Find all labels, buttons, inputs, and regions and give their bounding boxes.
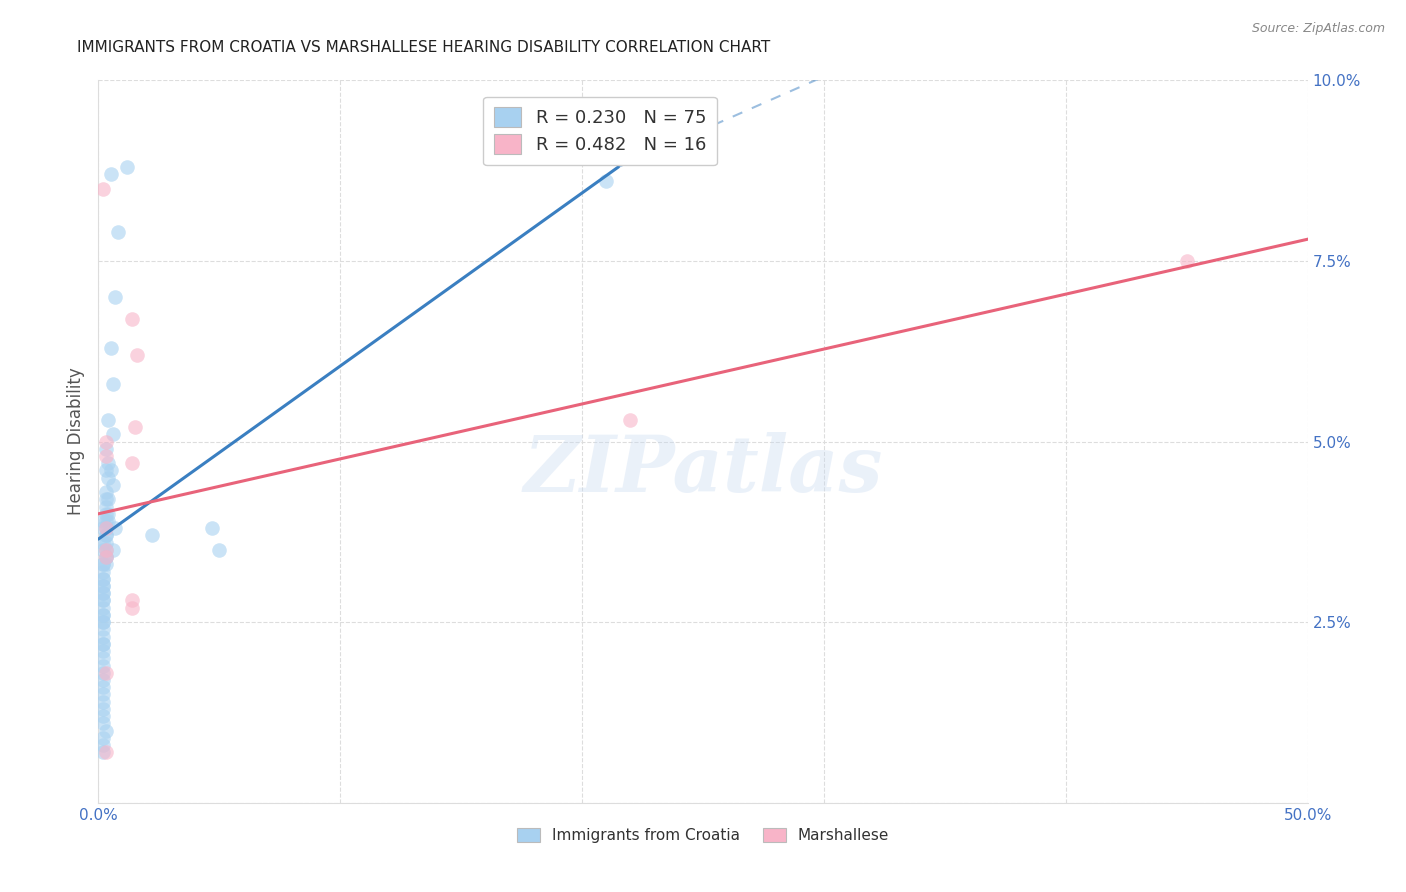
Point	[94, 550, 117, 565]
Point	[94, 723, 117, 738]
Point	[91, 572, 114, 586]
Point	[141, 528, 163, 542]
Point	[94, 442, 117, 456]
Text: ZIPatlas: ZIPatlas	[523, 433, 883, 508]
Point	[94, 507, 117, 521]
Point	[91, 644, 114, 658]
Point	[91, 615, 114, 630]
Point	[91, 572, 114, 586]
Point	[91, 637, 114, 651]
Point	[91, 586, 114, 600]
Point	[121, 456, 143, 470]
Point	[94, 463, 117, 477]
Point	[94, 542, 117, 557]
Point	[104, 290, 127, 304]
Point	[97, 492, 120, 507]
Point	[124, 420, 146, 434]
Point	[91, 542, 114, 557]
Point	[91, 593, 114, 607]
Point	[91, 521, 114, 535]
Point	[94, 434, 117, 449]
Point	[91, 738, 114, 752]
Point	[91, 731, 114, 745]
Point	[94, 500, 117, 514]
Point	[94, 528, 117, 542]
Point	[91, 607, 114, 622]
Point	[208, 542, 231, 557]
Point	[91, 651, 114, 665]
Point	[91, 623, 114, 637]
Point	[91, 558, 114, 572]
Y-axis label: Hearing Disability: Hearing Disability	[66, 368, 84, 516]
Point	[104, 521, 127, 535]
Point	[100, 341, 122, 355]
Point	[91, 600, 114, 615]
Point	[91, 637, 114, 651]
Point	[121, 593, 143, 607]
Point	[91, 673, 114, 687]
Text: Source: ZipAtlas.com: Source: ZipAtlas.com	[1251, 22, 1385, 36]
Point	[97, 413, 120, 427]
Point	[101, 542, 124, 557]
Point	[100, 463, 122, 477]
Text: IMMIGRANTS FROM CROATIA VS MARSHALLESE HEARING DISABILITY CORRELATION CHART: IMMIGRANTS FROM CROATIA VS MARSHALLESE H…	[77, 40, 770, 55]
Point	[101, 478, 124, 492]
Point	[91, 716, 114, 731]
Point	[94, 514, 117, 528]
Point	[91, 586, 114, 600]
Point	[94, 745, 117, 759]
Point	[91, 745, 114, 759]
Point	[94, 492, 117, 507]
Legend: Immigrants from Croatia, Marshallese: Immigrants from Croatia, Marshallese	[510, 822, 896, 849]
Point	[127, 348, 149, 362]
Point	[94, 521, 117, 535]
Point	[107, 225, 129, 239]
Point	[91, 535, 114, 549]
Point	[97, 471, 120, 485]
Point	[97, 456, 120, 470]
Point	[97, 514, 120, 528]
Point	[94, 550, 117, 565]
Point	[91, 695, 114, 709]
Point	[91, 593, 114, 607]
Point	[94, 521, 117, 535]
Point	[91, 514, 114, 528]
Point	[91, 182, 114, 196]
Point	[100, 167, 122, 181]
Point	[91, 658, 114, 673]
Point	[94, 449, 117, 463]
Point	[1175, 254, 1198, 268]
Point	[94, 528, 117, 542]
Point	[91, 579, 114, 593]
Point	[94, 550, 117, 565]
Point	[94, 535, 117, 549]
Point	[94, 665, 117, 680]
Point	[94, 558, 117, 572]
Point	[619, 413, 641, 427]
Point	[91, 558, 114, 572]
Point	[201, 521, 224, 535]
Point	[97, 507, 120, 521]
Point	[91, 702, 114, 716]
Point	[94, 542, 117, 557]
Point	[91, 680, 114, 694]
Point	[91, 665, 114, 680]
Point	[91, 687, 114, 701]
Point	[121, 600, 143, 615]
Point	[101, 376, 124, 391]
Point	[91, 709, 114, 723]
Point	[91, 579, 114, 593]
Point	[91, 565, 114, 579]
Point	[91, 607, 114, 622]
Point	[101, 427, 124, 442]
Point	[94, 485, 117, 500]
Point	[121, 311, 143, 326]
Point	[91, 630, 114, 644]
Point	[117, 160, 139, 174]
Point	[595, 174, 617, 188]
Point	[91, 615, 114, 630]
